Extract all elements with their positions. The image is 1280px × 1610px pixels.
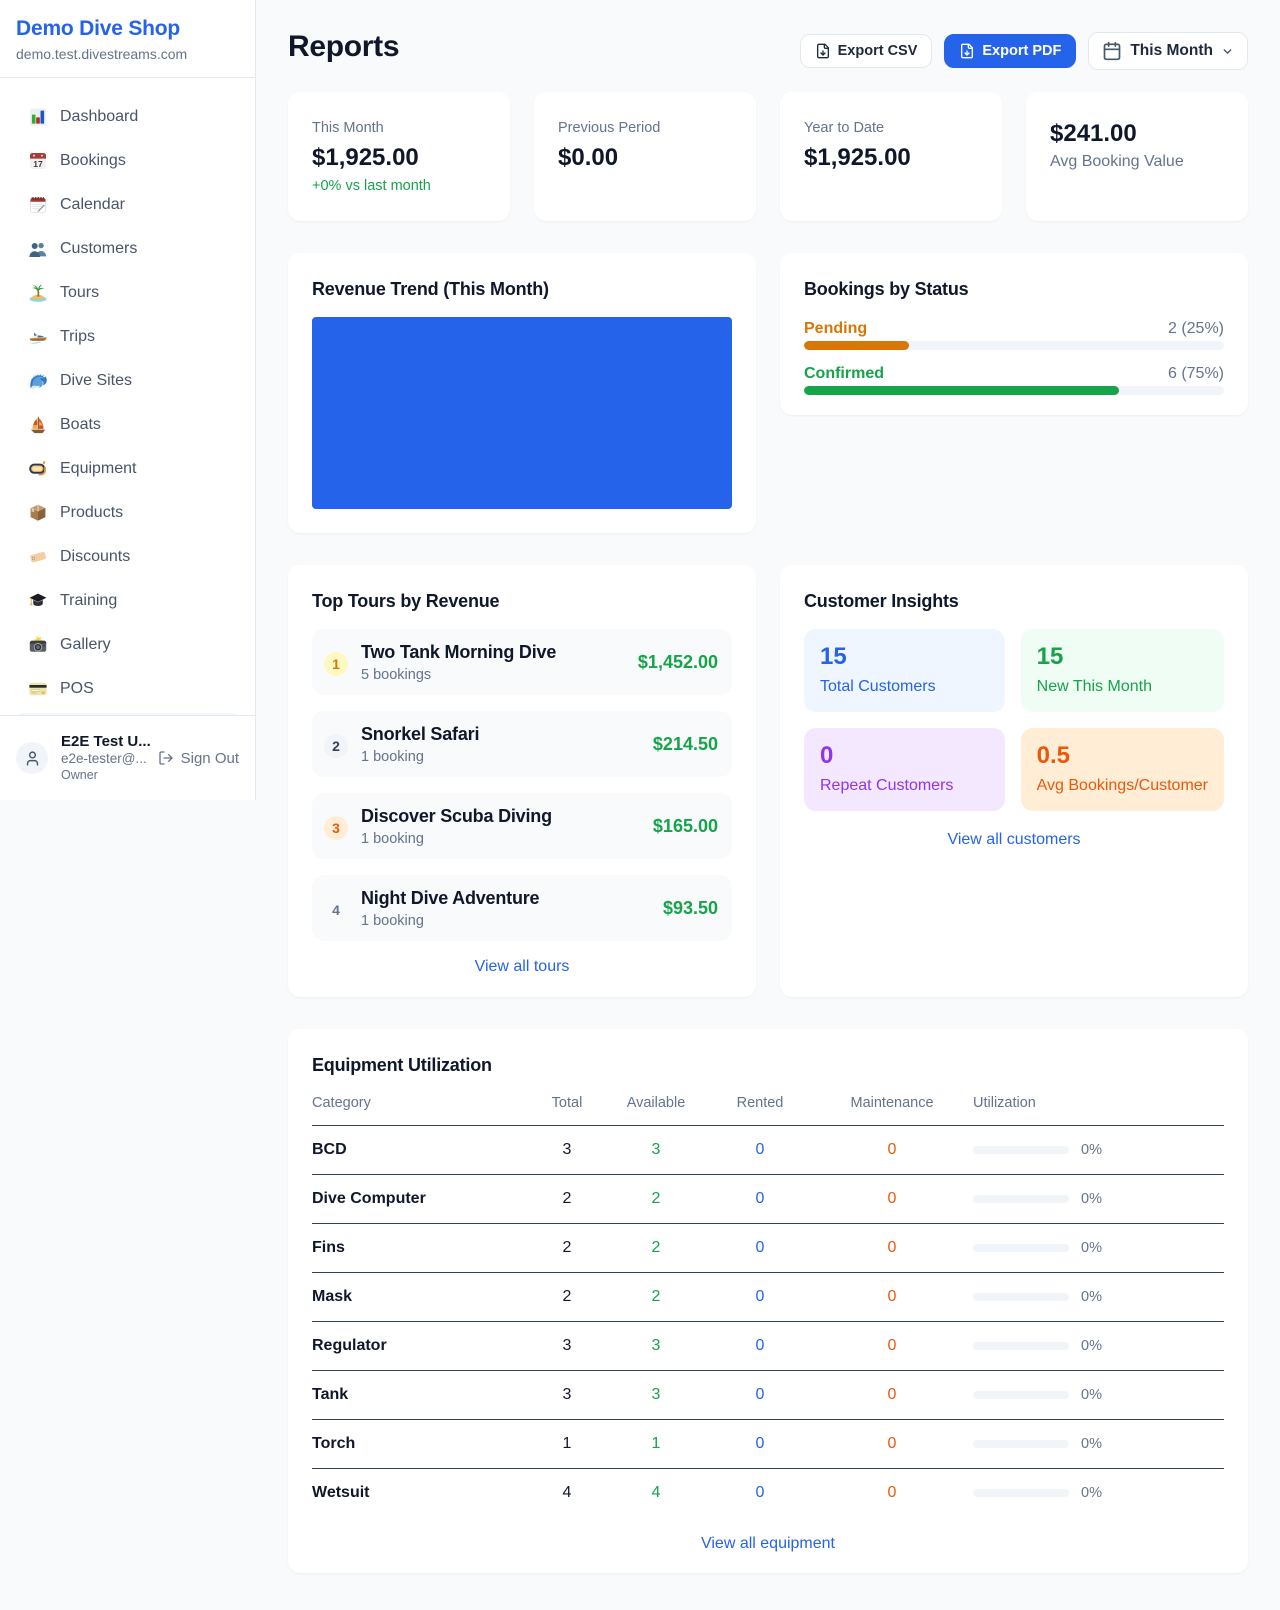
svg-text:17: 17 bbox=[33, 159, 43, 169]
